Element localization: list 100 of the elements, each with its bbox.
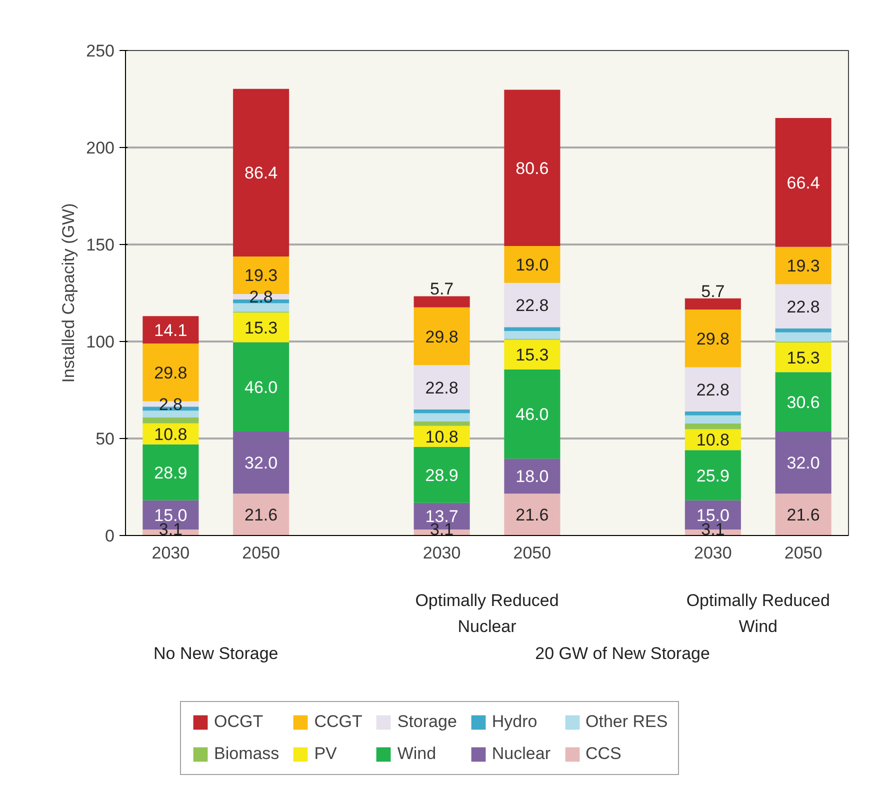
bar (414, 307, 470, 366)
bar (684, 309, 741, 368)
bar (775, 372, 832, 432)
data-label: 32.0 (786, 454, 820, 473)
data-label: 15.3 (244, 318, 278, 338)
data-label: 3.1 (701, 520, 725, 539)
legend-label: OCGT (214, 712, 264, 732)
bar (775, 118, 832, 247)
data-label: 86.4 (244, 164, 278, 183)
bar (504, 458, 560, 494)
data-label: 14.1 (154, 320, 188, 340)
bar (414, 421, 470, 426)
data-label: 29.8 (425, 327, 458, 346)
data-label: 3.1 (158, 520, 183, 539)
data-label: 10.8 (154, 424, 188, 444)
y-tick-label: 0 (105, 526, 115, 546)
data-label: 15.3 (786, 348, 820, 368)
data-label: 32.0 (244, 454, 278, 473)
data-label: 28.9 (154, 463, 188, 482)
bar (684, 423, 741, 430)
bar (504, 90, 560, 246)
bar (414, 446, 470, 503)
y-tick-label: 200 (86, 138, 115, 158)
x-tick-label: 2050 (242, 544, 280, 562)
text: Optimally Reduced Wind (686, 591, 830, 636)
text: 20 GW of New Storage (535, 644, 710, 663)
bar (504, 369, 560, 459)
bar (775, 494, 832, 536)
data-label: 66.4 (786, 173, 820, 192)
data-label: 19.3 (786, 256, 820, 276)
data-label: 5.7 (701, 282, 725, 301)
data-label: 25.9 (696, 466, 730, 486)
bar (142, 418, 199, 424)
bar (414, 365, 470, 410)
legend-label: Nuclear (492, 744, 550, 764)
legend-label: Other RES (586, 712, 668, 732)
bar (775, 284, 832, 328)
bar (684, 367, 741, 412)
bar (233, 494, 290, 536)
y-axis-title: Installed Capacity (GW) (59, 203, 78, 383)
bar (775, 328, 832, 332)
data-label: 80.6 (516, 158, 549, 178)
data-label: 30.6 (786, 392, 820, 412)
legend-label: CCGT (314, 712, 362, 732)
y-tick-label: 250 (86, 42, 115, 60)
data-label: 19.3 (244, 266, 278, 286)
data-label: 22.8 (786, 297, 820, 316)
bar (504, 340, 560, 370)
data-label: 29.8 (696, 329, 730, 348)
data-label: 5.7 (430, 280, 454, 299)
legend-label: PV (314, 744, 337, 764)
y-tick-label: 150 (86, 236, 115, 254)
bar (414, 296, 470, 308)
bar (142, 444, 199, 500)
x-tick-label: 2030 (152, 544, 190, 562)
data-label: 29.8 (154, 363, 188, 382)
legend-label: Storage (397, 712, 457, 732)
bar (684, 415, 741, 424)
data-label: 18.0 (516, 467, 549, 486)
data-label: 10.8 (425, 427, 458, 446)
x-tick-label: 2050 (784, 544, 822, 562)
data-label: 22.8 (425, 378, 458, 398)
bar (414, 409, 470, 414)
data-label: 28.9 (425, 466, 458, 485)
text: No New Storage (154, 644, 278, 663)
data-label: 22.8 (516, 296, 549, 316)
legend-label: Biomass (214, 744, 280, 764)
data-label: 46.0 (516, 405, 549, 424)
text: Optimally Reduced Nuclear (415, 591, 559, 636)
bar (775, 246, 832, 284)
bar (775, 342, 832, 372)
data-label: 46.0 (244, 378, 278, 397)
x-tick-label: 2030 (694, 544, 732, 562)
bar (684, 412, 741, 416)
bar (504, 494, 560, 536)
legend-label: Hydro (492, 712, 538, 732)
bar (504, 327, 560, 332)
bar (233, 88, 290, 257)
bar (775, 332, 832, 342)
y-tick-label: 100 (86, 332, 115, 352)
data-label: 21.6 (516, 506, 549, 525)
bar (233, 342, 290, 432)
bar (684, 450, 741, 500)
bar (504, 331, 560, 339)
legend-label: CCS (586, 744, 622, 764)
bar (233, 432, 290, 494)
bar (233, 303, 290, 312)
data-label: 21.6 (244, 506, 278, 525)
legend-label: Wind (397, 744, 436, 764)
bar (504, 246, 560, 283)
data-label: 19.0 (516, 255, 549, 274)
bar (504, 282, 560, 328)
data-label: 22.8 (696, 380, 730, 400)
bar (142, 410, 199, 418)
data-label: 10.8 (696, 430, 730, 450)
x-tick-label: 2050 (513, 544, 552, 562)
bar (775, 432, 832, 494)
bar (684, 298, 741, 310)
bar (142, 316, 199, 344)
data-label: 15.3 (516, 346, 549, 365)
